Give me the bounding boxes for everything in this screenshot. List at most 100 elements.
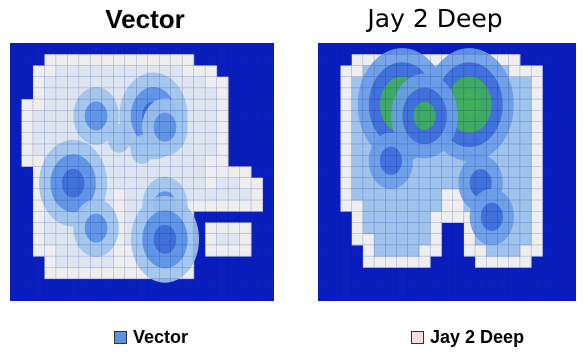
jay-2-deep-cell [396, 200, 409, 212]
jay-2-deep-cell [362, 166, 375, 179]
vector-halo-cell [124, 244, 137, 257]
vector-cell [55, 76, 68, 89]
vector-halo-cell [228, 200, 241, 212]
vector-halo-cell [78, 267, 91, 280]
vector-cell [124, 166, 137, 179]
jay-2-deep-cell [374, 211, 386, 223]
jay-2-deep-cell [362, 211, 375, 223]
jay-2-deep-halo-cell [340, 166, 353, 179]
jay-2-deep-cell [351, 121, 364, 134]
jay-2-deep-cell [519, 76, 532, 89]
vector-cell [182, 132, 195, 145]
vector-halo-cell [21, 99, 34, 111]
jay-2-deep-cell [407, 211, 420, 223]
vector-cell [193, 132, 206, 145]
vector-halo-cell [182, 65, 195, 78]
jay-2-deep-cell [418, 155, 431, 167]
jay-2-deep-cell [497, 244, 510, 257]
jay-2-deep-halo-cell [362, 233, 375, 246]
vector-cell [67, 87, 80, 100]
vector-halo-cell [101, 267, 114, 280]
vector-halo-cell [193, 65, 206, 78]
vector-halo-cell [205, 200, 218, 212]
vector-cell [32, 121, 45, 134]
vector-cell [124, 188, 137, 201]
vector-cell [136, 177, 149, 190]
vector-halo-cell [32, 99, 45, 111]
jay-2-deep-cell [351, 76, 364, 89]
jay-2-deep-cell [508, 110, 521, 123]
vector-cell [182, 188, 195, 201]
vector-hot-spot [153, 112, 177, 142]
jay-2-deep-hot-spot [480, 202, 503, 232]
vector-halo-cell [21, 121, 34, 134]
jay-2-deep-halo-cell [463, 222, 476, 235]
vector-cell [101, 143, 114, 156]
jay-2-deep-halo-cell [531, 155, 543, 167]
jay-2-deep-cell [430, 166, 442, 179]
jay-2-deep-cell [396, 244, 409, 257]
jay-2-deep-cell [418, 166, 431, 179]
vector-cell [113, 65, 126, 78]
vector-cell [205, 87, 218, 100]
vector-cell [55, 233, 68, 246]
jay-2-deep-halo-cell [531, 166, 543, 179]
vector-cell [67, 132, 80, 145]
vector-halo-cell [32, 87, 45, 100]
jay-2-deep-cell [385, 211, 398, 223]
vector-cell [170, 155, 183, 167]
vector-cell [113, 177, 126, 190]
jay-2-deep-cell [519, 222, 532, 235]
vector-cell [101, 177, 114, 190]
jay-2-deep-halo-cell [441, 211, 454, 223]
vector-cell [193, 155, 206, 167]
jay-2-deep-cell [519, 188, 532, 201]
vector-cell [147, 166, 160, 179]
vector-cell [113, 99, 126, 111]
vector-cell [124, 200, 137, 212]
vector-cell [32, 132, 45, 145]
jay-2-deep-cell [351, 99, 364, 111]
jay-2-deep-halo-cell [340, 65, 353, 78]
jay-2-deep-cell [508, 99, 521, 111]
vector-cell [193, 87, 206, 100]
vector-cell [193, 110, 206, 123]
jay-2-deep-halo-cell [519, 256, 532, 268]
vector-cell [55, 256, 68, 268]
jay-2-deep-cell [508, 166, 521, 179]
jay-2-deep-halo-cell [351, 222, 364, 235]
vector-cell [113, 87, 126, 100]
vector-cell [44, 143, 57, 156]
vector-cell [67, 256, 80, 268]
jay-2-deep-cell [430, 155, 442, 167]
vector-halo-cell [44, 54, 57, 66]
vector-halo-cell [216, 200, 229, 212]
jay-2-deep-halo-cell [531, 132, 543, 145]
vector-cell [205, 110, 218, 123]
vector-cell [205, 99, 218, 111]
jay-2-deep-cell [351, 188, 364, 201]
vector-cell [159, 155, 172, 167]
vector-cell [44, 132, 57, 145]
vector-cell [101, 166, 114, 179]
vector-halo-cell [182, 267, 195, 280]
jay-2-deep-cell [497, 177, 510, 190]
vector-halo-cell [32, 222, 45, 235]
vector-cell [101, 65, 114, 78]
vector-halo-cell [32, 211, 45, 223]
vector-cell [147, 155, 160, 167]
vector-cell [182, 177, 195, 190]
vector-halo-cell [216, 222, 229, 235]
vector-halo-cell [216, 76, 229, 89]
vector-halo-cell [78, 54, 91, 66]
jay-2-deep-cell [396, 222, 409, 235]
jay-2-deep-cell [362, 222, 375, 235]
vector-cell [193, 177, 206, 190]
jay-2-deep-halo-cell [430, 222, 442, 235]
vector-halo-cell [216, 155, 229, 167]
legend-swatch-vector [114, 331, 127, 344]
vector-cell [124, 211, 137, 223]
jay-2-deep-cell [508, 200, 521, 212]
vector-halo-cell [55, 54, 68, 66]
jay-2-deep-cell [519, 110, 532, 123]
